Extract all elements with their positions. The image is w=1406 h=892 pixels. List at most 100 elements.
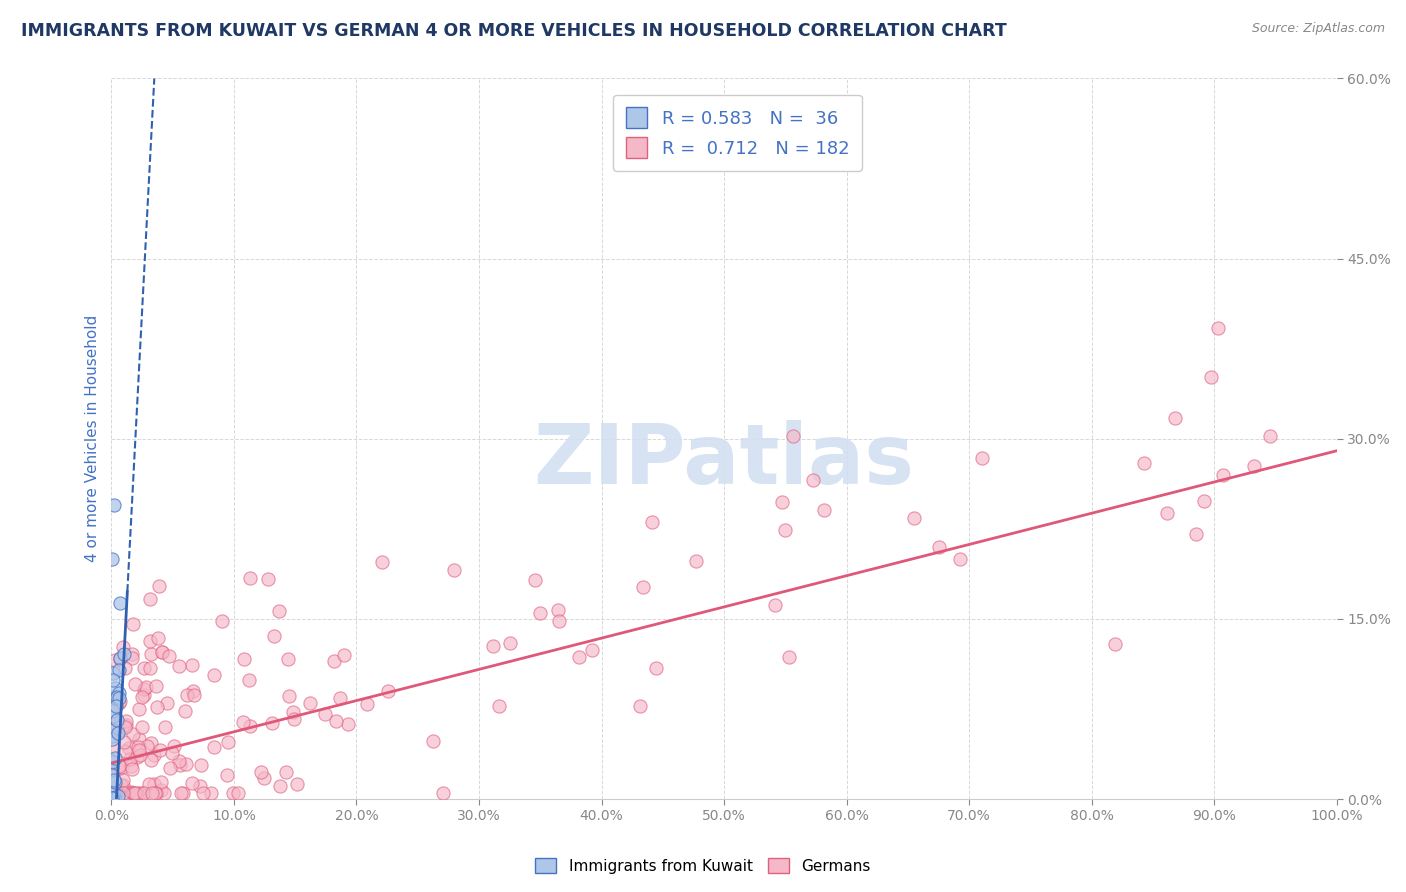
Point	[325, 714, 347, 729]
Point	[111, 773, 134, 788]
Point	[101, 774, 124, 789]
Point	[107, 762, 129, 776]
Point	[253, 771, 276, 785]
Point	[277, 651, 299, 665]
Point	[121, 616, 143, 631]
Point	[222, 786, 245, 800]
Point	[150, 645, 173, 659]
Point	[104, 681, 127, 695]
Point	[127, 749, 149, 764]
Legend: Immigrants from Kuwait, Germans: Immigrants from Kuwait, Germans	[529, 852, 877, 880]
Point	[129, 786, 152, 800]
Point	[422, 733, 444, 747]
Point	[146, 632, 169, 646]
Point	[232, 652, 254, 666]
Point	[132, 786, 155, 800]
Point	[281, 706, 304, 720]
Point	[162, 746, 184, 760]
Point	[260, 715, 283, 730]
Point	[529, 606, 551, 620]
Point	[239, 719, 262, 733]
Point	[115, 714, 138, 728]
Point	[167, 754, 190, 768]
Point	[107, 725, 129, 739]
Point	[568, 650, 591, 665]
Point	[141, 753, 163, 767]
Point	[105, 786, 128, 800]
Point	[103, 653, 125, 667]
Point	[174, 704, 197, 718]
Point	[581, 643, 603, 657]
Point	[110, 778, 132, 792]
Point	[101, 709, 124, 723]
Point	[101, 673, 124, 687]
Point	[332, 648, 354, 662]
Point	[298, 696, 321, 710]
Point	[630, 698, 652, 713]
Point	[104, 774, 127, 789]
Point	[548, 614, 571, 628]
Point	[142, 747, 165, 762]
Point	[141, 647, 163, 661]
Point	[121, 647, 143, 661]
Point	[131, 690, 153, 704]
Point	[103, 751, 125, 765]
Point	[157, 649, 180, 664]
Point	[114, 720, 136, 734]
Point	[100, 729, 122, 743]
Point	[801, 474, 824, 488]
Point	[263, 629, 285, 643]
Point	[105, 713, 128, 727]
Point	[149, 783, 172, 797]
Point	[170, 786, 193, 800]
Point	[141, 786, 163, 800]
Point	[103, 785, 125, 799]
Point	[108, 596, 131, 610]
Point	[105, 719, 128, 733]
Point	[1258, 429, 1281, 443]
Point	[108, 663, 131, 677]
Point	[101, 731, 124, 746]
Point	[100, 755, 122, 769]
Point	[150, 645, 173, 659]
Point	[104, 699, 127, 714]
Point	[104, 690, 127, 704]
Point	[101, 769, 124, 783]
Point	[1206, 320, 1229, 334]
Point	[685, 554, 707, 568]
Point	[105, 781, 128, 796]
Point	[1185, 527, 1208, 541]
Point	[775, 524, 797, 538]
Point	[180, 775, 202, 789]
Point	[377, 683, 399, 698]
Point	[238, 673, 260, 687]
Point	[257, 572, 280, 586]
Point	[108, 652, 131, 666]
Point	[228, 786, 250, 800]
Point	[120, 759, 142, 773]
Point	[633, 580, 655, 594]
Point	[120, 752, 142, 766]
Point	[122, 786, 145, 800]
Point	[132, 786, 155, 800]
Point	[145, 679, 167, 693]
Point	[101, 790, 124, 805]
Point	[1156, 506, 1178, 520]
Text: IMMIGRANTS FROM KUWAIT VS GERMAN 4 OR MORE VEHICLES IN HOUSEHOLD CORRELATION CHA: IMMIGRANTS FROM KUWAIT VS GERMAN 4 OR MO…	[21, 22, 1007, 40]
Point	[763, 598, 786, 612]
Point	[276, 764, 298, 779]
Point	[128, 732, 150, 747]
Point	[176, 688, 198, 702]
Point	[124, 786, 146, 800]
Point	[108, 786, 131, 800]
Point	[181, 657, 204, 672]
Point	[108, 690, 131, 705]
Point	[111, 759, 134, 773]
Point	[159, 761, 181, 775]
Point	[108, 651, 131, 665]
Point	[101, 790, 124, 805]
Point	[139, 634, 162, 648]
Point	[190, 779, 212, 793]
Point	[107, 789, 129, 803]
Point	[105, 690, 128, 704]
